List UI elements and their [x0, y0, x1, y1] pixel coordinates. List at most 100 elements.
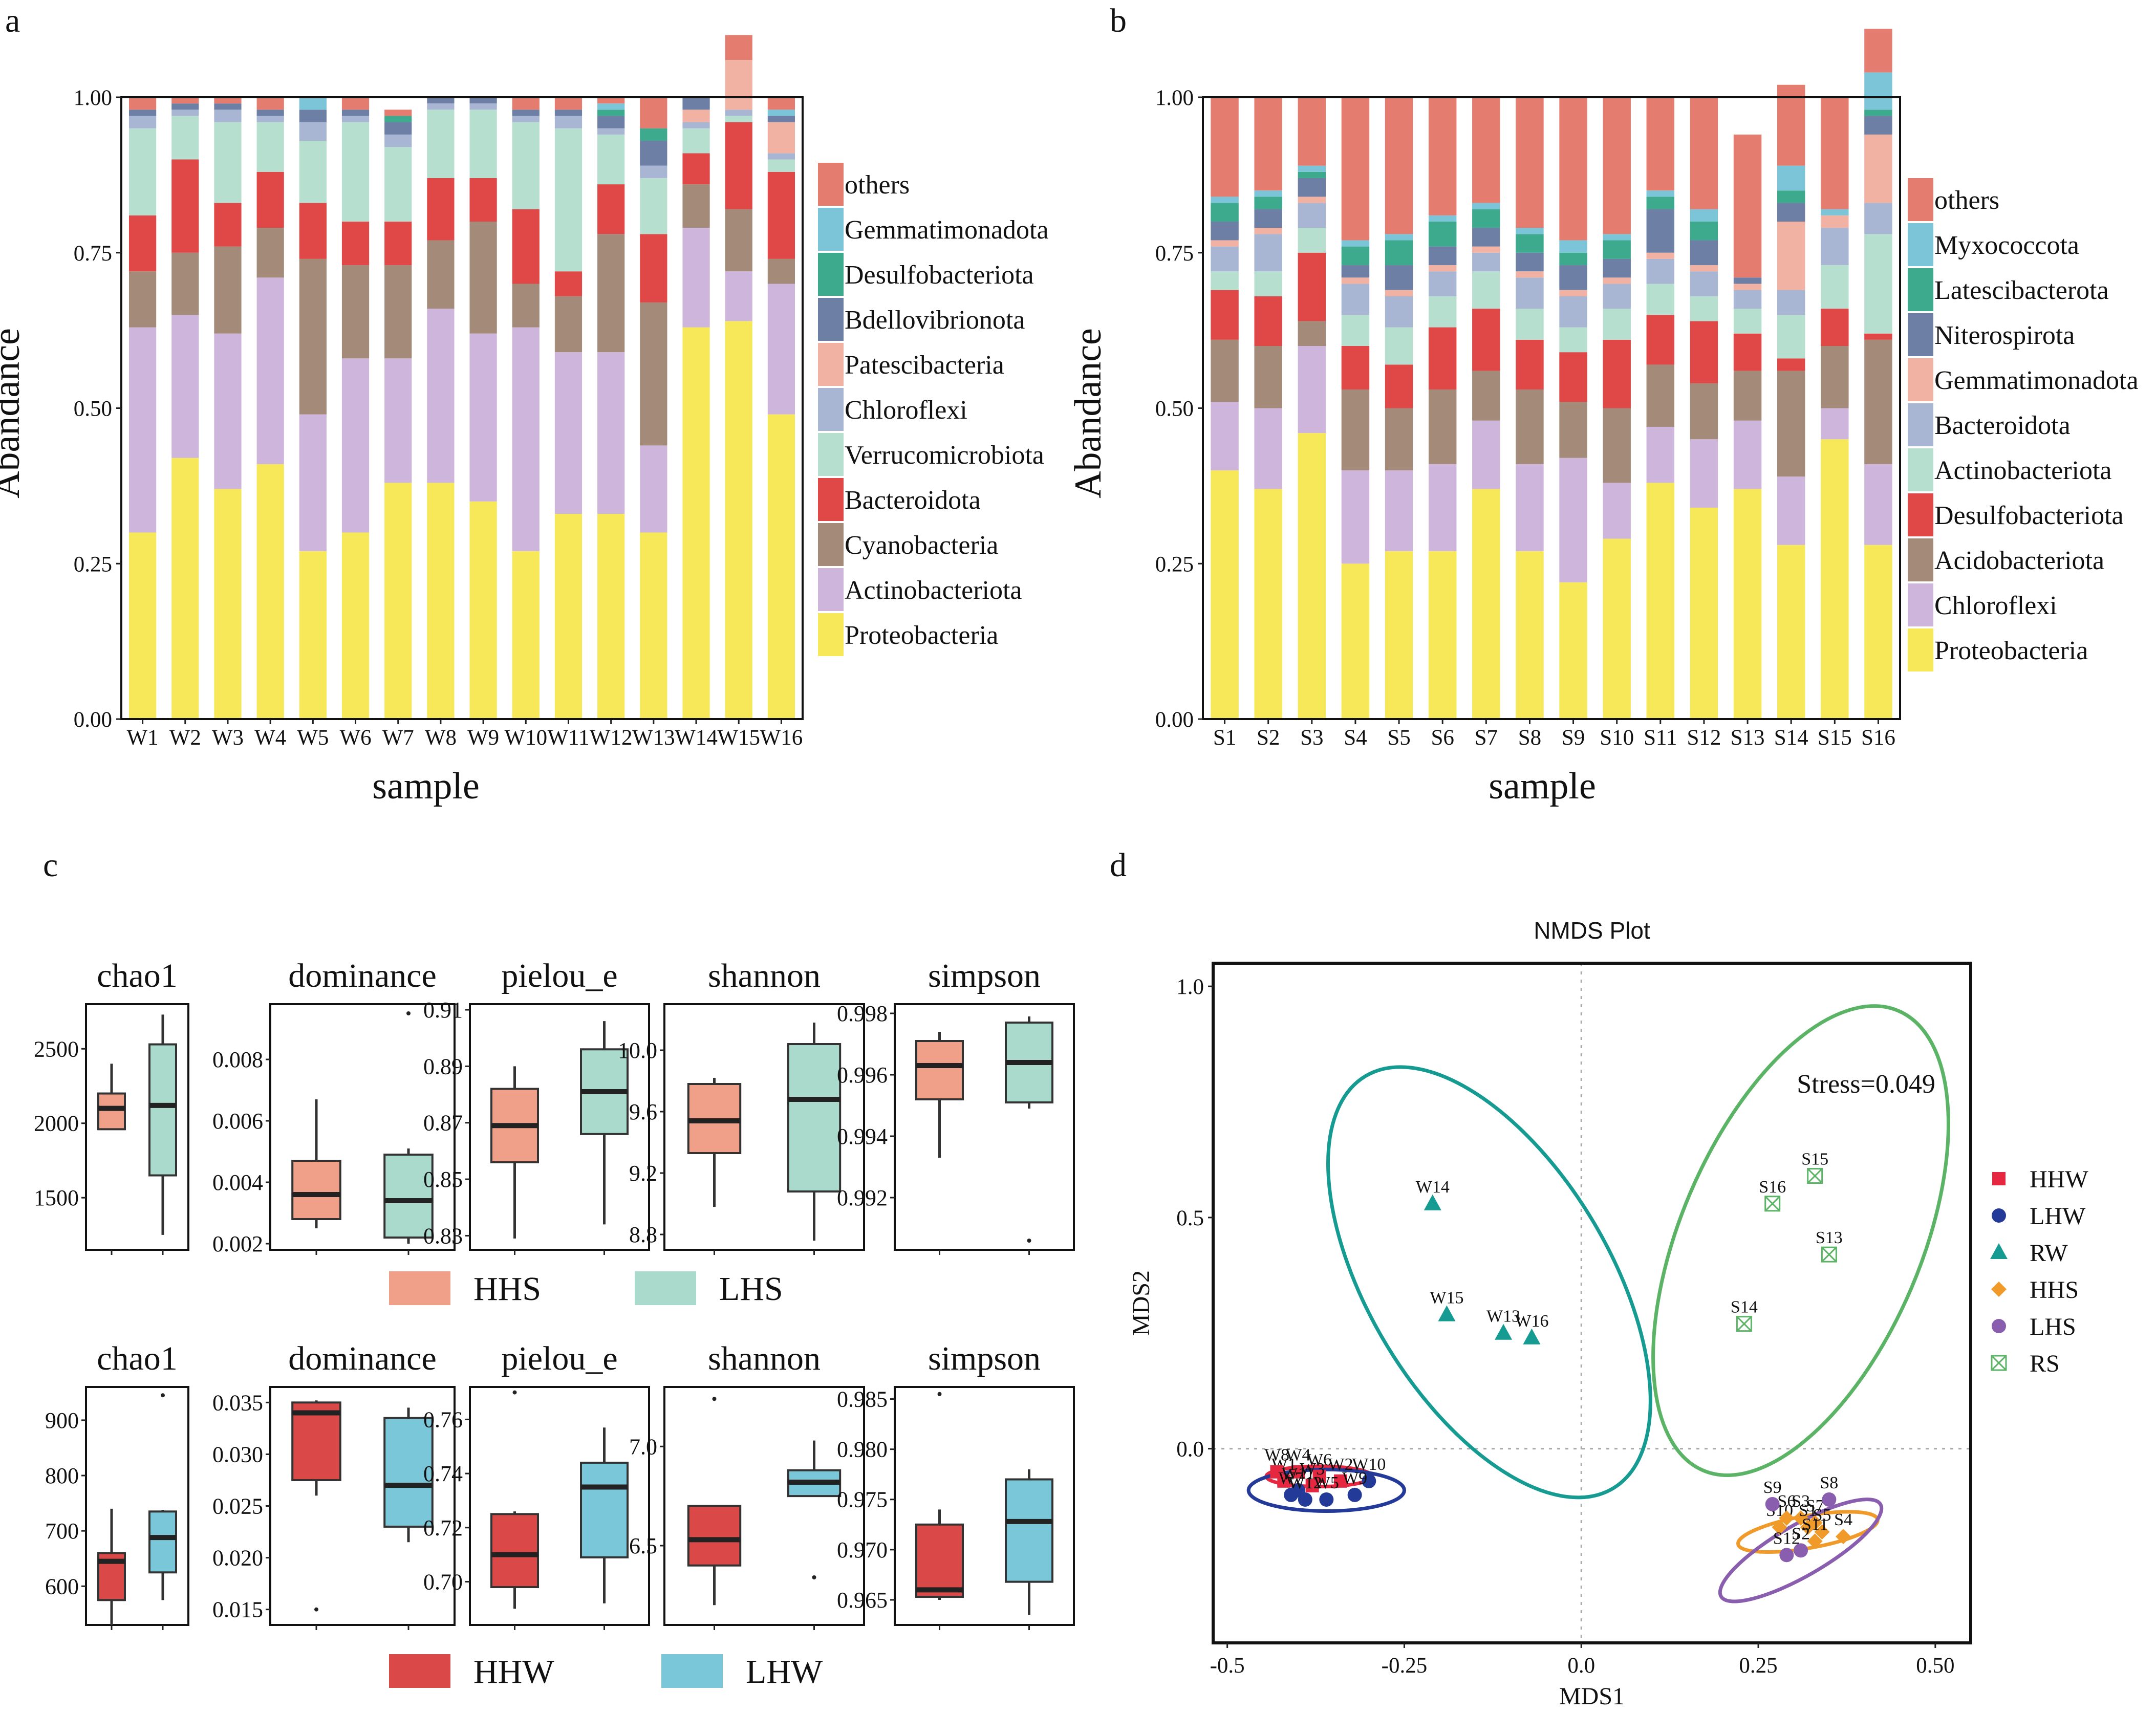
- bar-segment-s7-chloroflexi: [1472, 420, 1500, 489]
- point-label-s8: S8: [1820, 1473, 1838, 1492]
- boxplot-pielou-e-row2: pielou_e 0.70 0.72 0.74 0.76: [423, 1340, 650, 1630]
- legend-label-rs: RS: [2030, 1350, 2060, 1377]
- bar-segment-s16-proteobacteria: [1864, 545, 1892, 719]
- point-label-s3: S3: [1792, 1492, 1810, 1511]
- bar-segment-s7-myxococcota: [1472, 203, 1500, 209]
- crossbox-frame: [1991, 1355, 2007, 1371]
- bar-segment-s1-others: [1211, 97, 1239, 197]
- legend-label-lhs: LHS: [2030, 1313, 2076, 1340]
- legend-label-others: others: [845, 170, 910, 200]
- bar-segment-s15-actinobacteriota: [1821, 265, 1849, 309]
- bar-segment-s4-chloroflexi: [1341, 470, 1370, 564]
- legend-swatch-hhs: [389, 1271, 450, 1305]
- bar-segment-s11-latescibacterota: [1646, 197, 1675, 209]
- bar-segment-w12-proteobacteria: [597, 514, 625, 719]
- point-marker-lhs: [1779, 1548, 1794, 1563]
- bar-segment-w6-others: [341, 97, 370, 110]
- boxplot-title: dominance: [288, 1340, 437, 1377]
- bar-segment-s9-latescibacterota: [1559, 252, 1587, 266]
- bar-segment-w3-chloroflexi: [214, 110, 242, 122]
- panel-label-b: b: [1110, 2, 1127, 39]
- x-tick-label-s1: S1: [1213, 726, 1236, 750]
- bar-segment-w4-others: [256, 97, 284, 110]
- y-tick-label: 1500: [34, 1185, 79, 1210]
- legend-label-acidobacteriota: Acidobacteriota: [1934, 546, 2104, 575]
- bar-segment-w12-gemmatimonadota: [597, 103, 625, 110]
- bar-segment-s8-desulfobacteriota: [1516, 339, 1544, 390]
- bar-segment-w6-cyanobacteria: [341, 265, 370, 359]
- legend-label-gemmatimonadota: Gemmatimonadota: [1934, 366, 2139, 395]
- bar-segment-w16-bacteroidota: [767, 171, 795, 259]
- bar-segment-s6-others: [1428, 97, 1457, 215]
- bar-segment-w5-bdellovibrionota: [299, 110, 327, 122]
- bar-segment-s14-gemmatimonadota: [1777, 222, 1805, 290]
- bar-segment-w13-cyanobacteria: [640, 302, 667, 446]
- point-label-w13: W13: [1486, 1307, 1520, 1326]
- bar-segment-w4-bdellovibrionota: [256, 110, 284, 116]
- point-label-w8: W8: [1264, 1446, 1289, 1465]
- bar-segment-w4-actinobacteriota: [256, 277, 284, 464]
- box-body: [148, 1510, 177, 1574]
- bar-segment-s5-actinobacteriota: [1385, 327, 1413, 365]
- y-tick-label: 0.994: [837, 1124, 888, 1149]
- legend-swatch-bacteroidota: [1908, 403, 1933, 446]
- bar-segment-s3-bacteroidota: [1298, 203, 1326, 228]
- bar-segment-s4-latescibacterota: [1341, 246, 1370, 266]
- point-marker-hhs: [1991, 1282, 2007, 1297]
- bar-segment-w7-desulfobacteriota: [384, 116, 412, 122]
- box-lhw: [580, 1427, 629, 1603]
- y-tick-label: 0.0: [1176, 1438, 1204, 1462]
- bar-segment-s8-latescibacterota: [1516, 234, 1544, 253]
- box-body: [915, 1040, 964, 1100]
- boxplot-simpson-row1: simpson 0.992 0.994 0.996 0.998: [837, 957, 1075, 1255]
- stacked-bar-chart-a: W1 W2 W3 W4 W5 W6 W7 W8 W9 W10 W11 W12 W13 W14 W15 W16 0…: [0, 35, 1049, 807]
- bar-segment-w11-chloroflexi: [554, 116, 583, 128]
- bar-segment-w12-actinobacteriota: [597, 352, 625, 514]
- box-hhw: [291, 1400, 341, 1612]
- bar-segment-w11-bdellovibrionota: [554, 110, 583, 116]
- bar-segment-s4-others: [1341, 97, 1370, 241]
- bar-segment-w15-others: [725, 35, 752, 60]
- bar-segment-s5-others: [1385, 97, 1413, 234]
- bar-segment-s5-acidobacteriota: [1385, 408, 1413, 470]
- bar-segment-s5-desulfobacteriota: [1385, 364, 1413, 408]
- bar-segment-w3-actinobacteriota: [214, 333, 242, 489]
- bar-segment-s1-desulfobacteriota: [1211, 290, 1239, 340]
- y-tick-label: 0.00: [1155, 708, 1194, 732]
- y-tick-label: 0.85: [423, 1167, 463, 1192]
- box-hhs: [291, 1099, 341, 1228]
- bar-segment-s14-niterospirota: [1777, 203, 1805, 222]
- crossbox-diagonal: [1764, 1196, 1780, 1211]
- crossbox-diagonal: [1807, 1168, 1823, 1184]
- bar-segment-w6-actinobacteriota: [341, 358, 370, 533]
- legend-label-bdellovibrionota: Bdellovibrionota: [845, 306, 1025, 335]
- bar-segment-s9-gemmatimonadota: [1559, 290, 1587, 296]
- bar-segment-s16-actinobacteriota: [1864, 234, 1892, 334]
- bar-segment-w5-bacteroidota: [299, 203, 327, 259]
- y-tick-label: 0.970: [837, 1537, 888, 1563]
- bar-segment-w14-verrucomicrobiota: [682, 128, 710, 154]
- bar-segment-w3-verrucomicrobiota: [214, 122, 242, 203]
- bar-segment-s11-niterospirota: [1646, 209, 1675, 253]
- bar-segment-w13-actinobacteriota: [640, 445, 667, 533]
- x-tick-label-s10: S10: [1600, 726, 1634, 750]
- bar-segment-w9-bacteroidota: [469, 178, 497, 222]
- y-tick-label: 1.0: [1176, 975, 1204, 999]
- bar-segment-s12-acidobacteriota: [1690, 383, 1718, 440]
- bar-segment-s10-proteobacteria: [1603, 538, 1631, 719]
- point-label-s4: S4: [1834, 1510, 1852, 1529]
- legend-label-bacteroidota: Bacteroidota: [1934, 411, 2071, 440]
- boxplot-simpson-row2: simpson 0.965 0.970 0.975 0.980 0.985: [837, 1340, 1075, 1630]
- bar-segment-s1-myxococcota: [1211, 197, 1239, 203]
- bar-segment-s15-gemmatimonadota: [1821, 215, 1849, 228]
- bar-segment-w2-cyanobacteria: [171, 252, 199, 315]
- bar-segment-s6-actinobacteriota: [1428, 296, 1457, 328]
- bar-segment-s16-myxococcota: [1864, 72, 1892, 110]
- box-hhw: [915, 1392, 964, 1600]
- point-label-s13: S13: [1816, 1228, 1843, 1247]
- bar-segment-w11-bacteroidota: [554, 271, 583, 296]
- bar-segment-w12-bacteroidota: [597, 184, 625, 234]
- x-axis-title: MDS1: [1559, 1683, 1625, 1710]
- bar-segment-w4-bacteroidota: [256, 171, 284, 228]
- y-tick-label: 0.5: [1176, 1206, 1204, 1230]
